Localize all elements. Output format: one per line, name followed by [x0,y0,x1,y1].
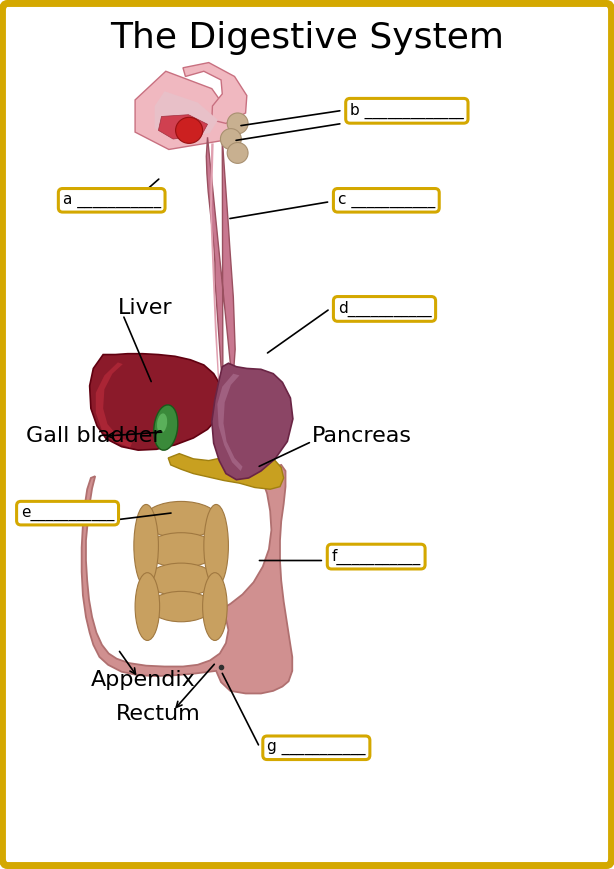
Ellipse shape [203,573,227,640]
Text: e___________: e___________ [21,506,114,521]
Text: The Digestive System: The Digestive System [110,21,504,56]
Ellipse shape [154,405,178,450]
Polygon shape [212,363,293,480]
Ellipse shape [147,563,215,596]
Polygon shape [183,63,247,123]
Text: Appendix: Appendix [91,669,196,690]
Text: Gall bladder: Gall bladder [26,426,161,447]
Ellipse shape [227,143,248,163]
Polygon shape [206,137,235,381]
Ellipse shape [150,592,212,622]
Polygon shape [158,115,208,139]
Polygon shape [210,143,219,381]
Polygon shape [168,450,284,489]
Text: d___________: d___________ [338,301,431,317]
Text: Rectum: Rectum [115,704,200,725]
Ellipse shape [157,414,167,433]
Text: Liver: Liver [118,298,173,319]
Text: a ___________: a ___________ [63,193,161,208]
Ellipse shape [220,129,241,149]
Ellipse shape [227,113,248,134]
Text: f___________: f___________ [332,548,421,565]
Polygon shape [96,362,132,448]
Polygon shape [155,91,218,139]
Text: g ___________: g ___________ [267,740,365,755]
Text: Pancreas: Pancreas [312,426,412,447]
Ellipse shape [134,504,158,587]
Polygon shape [217,374,243,471]
Text: c ___________: c ___________ [338,193,435,208]
Ellipse shape [135,573,160,640]
Ellipse shape [176,117,203,143]
Polygon shape [135,71,236,149]
Polygon shape [90,354,223,450]
Text: b _____________: b _____________ [350,103,464,119]
Ellipse shape [204,504,228,587]
Ellipse shape [146,533,217,567]
Polygon shape [82,465,292,693]
Ellipse shape [144,501,219,538]
